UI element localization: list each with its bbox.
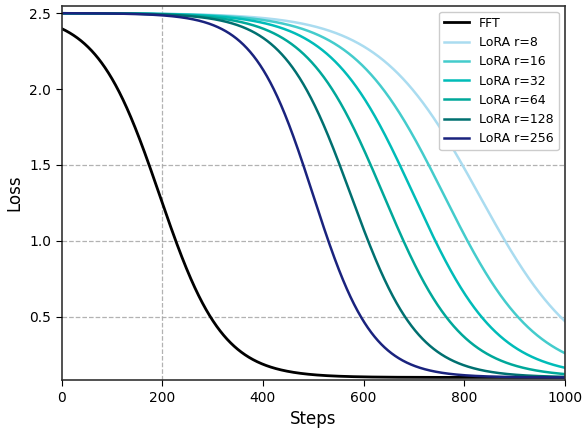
LoRA r=128 — [115, 11, 122, 16]
Line: FFT: FFT — [62, 29, 565, 378]
Y-axis label: Loss: Loss — [5, 175, 24, 211]
LoRA r=256 — [552, 375, 559, 380]
FFT — [251, 358, 258, 363]
LoRA r=128 — [145, 11, 152, 16]
LoRA r=8 — [273, 17, 280, 22]
FFT — [497, 375, 505, 380]
LoRA r=16 — [58, 10, 65, 16]
LoRA r=64 — [562, 372, 569, 377]
LoRA r=8 — [562, 319, 569, 324]
LoRA r=64 — [115, 11, 122, 16]
Line: LoRA r=16: LoRA r=16 — [62, 13, 565, 353]
LoRA r=128 — [58, 10, 65, 16]
LoRA r=32 — [497, 334, 505, 339]
LoRA r=128 — [552, 374, 559, 379]
LoRA r=32 — [251, 19, 258, 24]
LoRA r=64 — [145, 11, 152, 16]
Line: LoRA r=64: LoRA r=64 — [62, 13, 565, 374]
LoRA r=256 — [58, 10, 65, 16]
LoRA r=16 — [145, 11, 152, 16]
LoRA r=8 — [552, 309, 559, 314]
LoRA r=256 — [251, 55, 258, 60]
LoRA r=64 — [552, 371, 559, 376]
LoRA r=32 — [562, 365, 569, 370]
LoRA r=32 — [552, 363, 559, 368]
FFT — [562, 375, 569, 380]
LoRA r=32 — [145, 11, 152, 16]
LoRA r=256 — [273, 92, 280, 97]
LoRA r=8 — [145, 11, 152, 16]
LoRA r=256 — [115, 11, 122, 16]
LoRA r=16 — [115, 11, 122, 16]
Line: LoRA r=256: LoRA r=256 — [62, 13, 565, 377]
LoRA r=16 — [552, 345, 559, 350]
LoRA r=64 — [497, 358, 505, 363]
FFT — [552, 375, 559, 380]
LoRA r=32 — [273, 24, 280, 29]
LoRA r=16 — [562, 351, 569, 356]
LoRA r=128 — [273, 46, 280, 51]
LoRA r=8 — [115, 11, 122, 16]
LoRA r=128 — [497, 371, 505, 376]
FFT — [273, 366, 280, 372]
LoRA r=32 — [58, 10, 65, 16]
LoRA r=16 — [273, 20, 280, 25]
LoRA r=32 — [115, 11, 122, 16]
LoRA r=64 — [58, 10, 65, 16]
Line: LoRA r=32: LoRA r=32 — [62, 13, 565, 368]
FFT — [145, 161, 152, 167]
Line: LoRA r=128: LoRA r=128 — [62, 13, 565, 377]
LoRA r=256 — [562, 375, 569, 380]
LoRA r=64 — [251, 23, 258, 28]
LoRA r=8 — [251, 15, 258, 20]
LoRA r=128 — [251, 30, 258, 35]
LoRA r=256 — [497, 374, 505, 379]
Legend: FFT, LoRA r=8, LoRA r=16, LoRA r=32, LoRA r=64, LoRA r=128, LoRA r=256: FFT, LoRA r=8, LoRA r=16, LoRA r=32, LoR… — [439, 12, 559, 150]
FFT — [58, 26, 65, 31]
LoRA r=128 — [562, 374, 569, 379]
LoRA r=16 — [497, 293, 505, 298]
LoRA r=8 — [497, 231, 505, 236]
LoRA r=64 — [273, 32, 280, 37]
LoRA r=256 — [145, 12, 152, 17]
FFT — [115, 89, 122, 94]
LoRA r=16 — [251, 16, 258, 21]
LoRA r=8 — [58, 10, 65, 16]
Line: LoRA r=8: LoRA r=8 — [62, 13, 565, 321]
X-axis label: Steps: Steps — [290, 411, 336, 428]
